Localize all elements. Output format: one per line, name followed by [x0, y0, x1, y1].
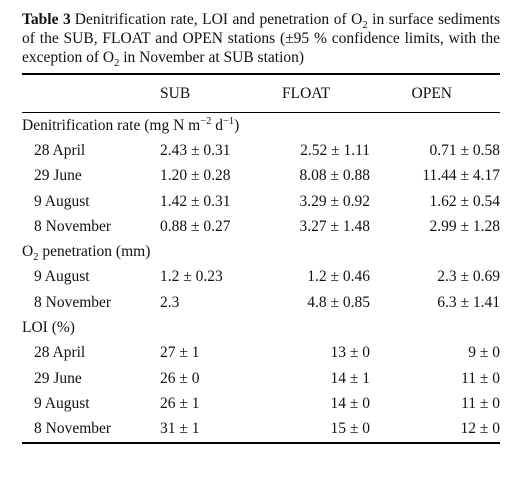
cell: 1.2 ± 0.46 [307, 268, 370, 286]
cell: 1.62 ± 0.54 [429, 192, 500, 210]
cell: 3.29 ± 0.92 [299, 192, 370, 210]
cell: 2.43 ± 0.31 [160, 141, 231, 159]
cell: 11.44 ± 4.17 [422, 167, 500, 185]
row-label: 8 November [34, 420, 112, 438]
text-run: in November at SUB station) [119, 49, 305, 66]
row-label: 28 April [34, 141, 86, 159]
header-cell [22, 74, 160, 113]
cell: 13 ± 0 [330, 344, 370, 362]
superscript: −1 [223, 115, 235, 127]
section-row: O2 penetration (mm) [22, 239, 500, 264]
cell: 11 ± 0 [461, 369, 500, 387]
data-row: 8 November 2.3 4.8 ± 0.85 6.3 ± 1.41 [22, 290, 500, 315]
data-row: 8 November 31 ± 1 15 ± 0 12 ± 0 [22, 417, 500, 443]
cell: 4.8 ± 0.85 [307, 293, 370, 311]
cell: 0.71 ± 0.58 [429, 141, 500, 159]
row-label: 9 August [34, 394, 90, 412]
subscript: 2 [362, 20, 368, 32]
cell: 15 ± 0 [330, 420, 370, 438]
cell: 26 ± 1 [160, 394, 200, 412]
cell: 11 ± 0 [461, 394, 500, 412]
column-header: FLOAT [270, 74, 400, 113]
cell: 2.99 ± 1.28 [429, 217, 500, 235]
cell: 6.3 ± 1.41 [437, 293, 500, 311]
cell: 2.3 [160, 293, 180, 311]
section-row: Denitrification rate (mg N m−2 d−1) [22, 113, 500, 139]
document: Table 3 Denitrification rate, LOI and pen… [22, 10, 500, 444]
cell: 8.08 ± 0.88 [299, 167, 370, 185]
column-header: OPEN [400, 74, 500, 113]
text-run: d [211, 116, 223, 134]
cell: 3.27 ± 1.48 [299, 217, 370, 235]
subscript: 2 [114, 58, 120, 70]
section-title: Denitrification rate (mg N m−2 d−1) [22, 113, 500, 139]
cell: 31 ± 1 [160, 420, 200, 438]
section-row: LOI (%) [22, 315, 500, 340]
cell: 14 ± 0 [330, 394, 370, 412]
data-row: 9 August 1.2 ± 0.23 1.2 ± 0.46 2.3 ± 0.69 [22, 265, 500, 290]
data-row: 29 June 1.20 ± 0.28 8.08 ± 0.88 11.44 ± 4.1… [22, 164, 500, 189]
data-row: 29 June 26 ± 0 14 ± 1 11 ± 0 [22, 366, 500, 391]
column-header: SUB [160, 74, 270, 113]
cell: 26 ± 0 [160, 369, 200, 387]
header-row: SUB FLOAT OPEN [22, 74, 500, 113]
table: SUB FLOAT OPEN Denitrification rate (mg N … [22, 73, 500, 444]
cell: 1.20 ± 0.28 [160, 167, 231, 185]
cell: 2.52 ± 1.11 [300, 141, 370, 159]
text-run: O [22, 243, 34, 261]
text-run: Denitrification rate (mg N m [22, 116, 201, 134]
cell: 12 ± 0 [460, 420, 500, 438]
superscript: −2 [200, 115, 212, 127]
row-label: 8 November [34, 293, 112, 311]
text-run: penetration (mm) [38, 243, 151, 261]
row-label: 9 August [34, 268, 90, 286]
data-row: 28 April 2.43 ± 0.31 2.52 ± 1.11 0.71 ± 0.5… [22, 138, 500, 163]
section-title: LOI (%) [22, 315, 500, 340]
table-body: Denitrification rate (mg N m−2 d−1) 28 Ap… [22, 113, 500, 443]
data-row: 9 August 1.42 ± 0.31 3.29 ± 0.92 1.62 ± 0.5… [22, 189, 500, 214]
cell: 1.42 ± 0.31 [160, 192, 231, 210]
row-label: 29 June [34, 167, 82, 185]
data-row: 8 November 0.88 ± 0.27 3.27 ± 1.48 2.99 ± 1… [22, 214, 500, 239]
cell: 2.3 ± 0.69 [437, 268, 500, 286]
text-run: Denitrification rate, LOI and penetratio… [74, 11, 363, 28]
cell: 0.88 ± 0.27 [160, 217, 231, 235]
cell: 9 ± 0 [468, 344, 500, 362]
cell: 1.2 ± 0.23 [160, 268, 223, 286]
text-run: LOI (%) [22, 319, 75, 337]
subscript: 2 [33, 252, 39, 264]
text-run: in surface sediments of the SUB, FLOAT a… [22, 11, 501, 66]
cell: 14 ± 1 [330, 369, 370, 387]
row-label: 8 November [34, 217, 112, 235]
caption: Table 3 Denitrification rate, LOI and pen… [22, 10, 501, 70]
row-label: 29 June [34, 369, 82, 387]
caption-label: Table 3 [22, 11, 71, 28]
row-label: 28 April [34, 344, 86, 362]
section-title: O2 penetration (mm) [22, 239, 500, 264]
cell: 27 ± 1 [160, 344, 200, 362]
text-run: ) [234, 116, 240, 134]
row-label: 9 August [34, 192, 90, 210]
data-row: 28 April 27 ± 1 13 ± 0 9 ± 0 [22, 341, 500, 366]
data-row: 9 August 26 ± 1 14 ± 0 11 ± 0 [22, 391, 500, 416]
